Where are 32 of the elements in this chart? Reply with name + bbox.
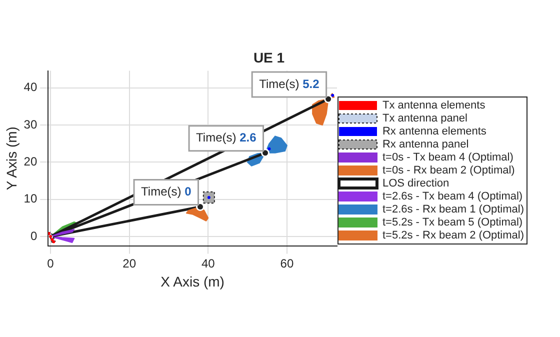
y-tick-label: 30 bbox=[24, 117, 38, 132]
legend-label: t=2.6s - Rx beam 1 (Optimal) bbox=[382, 204, 524, 216]
legend-label: t=0s - Tx beam 4 (Optimal) bbox=[382, 152, 514, 164]
legend-label: t=2.6s - Tx beam 4 (Optimal) bbox=[382, 190, 523, 203]
legend-label: t=0s - Rx beam 2 (Optimal) bbox=[382, 164, 515, 177]
point bbox=[261, 148, 270, 158]
annotation: Time(s) 0 bbox=[141, 184, 192, 199]
legend-label: Rx antenna panel bbox=[382, 138, 469, 151]
y-tick-label: 0 bbox=[30, 228, 38, 243]
annotation: Time(s) 2.6 bbox=[196, 130, 257, 145]
x-tick-label: 60 bbox=[280, 256, 294, 270]
point bbox=[50, 238, 54, 241]
legend-label: LOS direction bbox=[382, 178, 450, 190]
point bbox=[331, 94, 334, 97]
x-tick-label: 40 bbox=[201, 256, 216, 270]
x-tick-label: 20 bbox=[122, 256, 136, 270]
legend-label: t=5.2s - Rx beam 2 (Optimal) bbox=[382, 230, 524, 242]
x-tick-label: 0 bbox=[47, 256, 54, 270]
y-axis-title: Y Axis (m) bbox=[3, 126, 20, 190]
x-axis-title: X Axis (m) bbox=[160, 273, 224, 290]
y-tick-label: 20 bbox=[24, 154, 38, 169]
point bbox=[268, 147, 271, 150]
point bbox=[52, 240, 56, 244]
annotation: Time(s) 5.2 bbox=[259, 76, 320, 91]
legend-label: t=5.2s - Tx beam 5 (Optimal) bbox=[382, 216, 523, 229]
y-tick-label: 40 bbox=[24, 80, 38, 94]
legend-label: Rx antenna elements bbox=[382, 126, 487, 138]
chart-title: UE 1 bbox=[253, 49, 285, 66]
point bbox=[324, 94, 333, 104]
legend-label: Tx antenna elements bbox=[382, 100, 486, 112]
y-tick-label: 10 bbox=[24, 192, 38, 206]
legend-label: Tx antenna panel bbox=[382, 112, 468, 125]
